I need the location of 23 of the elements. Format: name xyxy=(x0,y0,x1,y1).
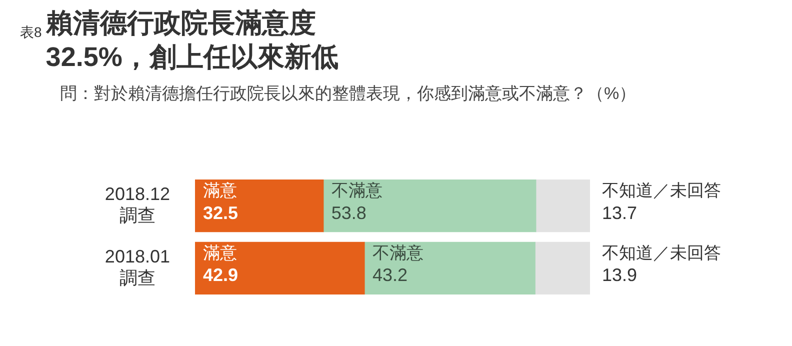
bar xyxy=(323,179,536,232)
data-label: 43.2 xyxy=(372,265,408,286)
bar xyxy=(195,242,365,295)
y-tick-label: 2018.01 調查 xyxy=(104,246,170,288)
data-label: 42.9 xyxy=(203,265,238,286)
bar xyxy=(364,242,536,295)
data-label: 13.9 xyxy=(602,265,638,286)
series-label: 滿意 xyxy=(203,243,237,262)
bar xyxy=(534,242,590,295)
text: 不知道／未回答 xyxy=(602,243,721,262)
bar xyxy=(195,179,324,232)
data-label: 32.5 xyxy=(203,202,238,223)
chart-title: 賴清德行政院長滿意度32.5%，創上任以來新低 xyxy=(46,7,340,74)
data-label: 53.8 xyxy=(331,202,366,223)
series-label: 不知道／未回答 xyxy=(602,180,721,200)
text: 不滿意 xyxy=(331,180,382,200)
series-label: 不滿意 xyxy=(372,243,424,262)
y-tick-label: 2018.12 調查 xyxy=(104,184,170,226)
data-label: 13.7 xyxy=(602,202,638,223)
chart-subtitle: 問：對於賴清德擔任行政院長以來的整體表現，你感到滿意或不滿意？（%） xyxy=(60,83,638,105)
bar xyxy=(536,179,590,232)
text: 表8 xyxy=(20,24,42,42)
text: 滿意 xyxy=(203,180,237,200)
